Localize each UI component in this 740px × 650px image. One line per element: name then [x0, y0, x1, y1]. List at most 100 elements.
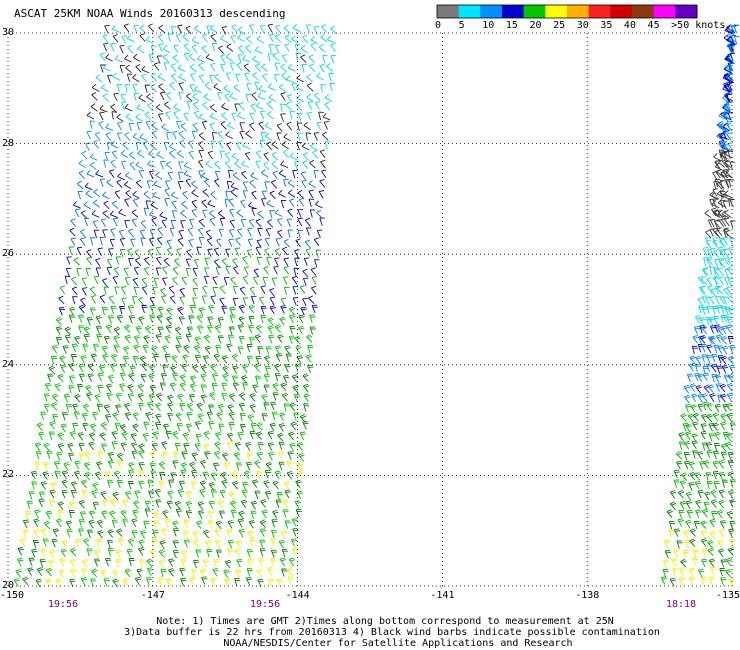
- wind-barb: [148, 393, 156, 403]
- wind-barb: [81, 277, 88, 286]
- wind-barb: [201, 295, 208, 304]
- wind-barb: [100, 490, 107, 500]
- wind-barb: [220, 471, 227, 481]
- wind-barb: [326, 35, 335, 44]
- wind-barb: [299, 285, 306, 294]
- wind-barb: [718, 267, 725, 276]
- wind-barb: [293, 267, 299, 277]
- wind-barb: [214, 73, 221, 83]
- wind-barb: [146, 93, 154, 102]
- wind-barb: [150, 45, 157, 54]
- wind-barb: [170, 365, 177, 374]
- wind-barb: [69, 558, 76, 568]
- wind-barb: [314, 200, 323, 209]
- wind-barb: [689, 355, 696, 364]
- wind-barb: [302, 34, 308, 44]
- wind-barb: [724, 112, 732, 121]
- wind-barb: [700, 285, 706, 295]
- wind-barb: [259, 519, 267, 529]
- wind-barb: [722, 248, 729, 258]
- wind-barb: [718, 111, 727, 120]
- wind-barb: [172, 540, 179, 549]
- wind-barbs: [13, 23, 740, 588]
- wind-barb: [684, 431, 692, 440]
- wind-barb: [718, 123, 727, 132]
- wind-barb: [123, 346, 130, 355]
- wind-barb: [313, 92, 321, 101]
- wind-barb: [727, 373, 734, 383]
- wind-barb: [727, 257, 733, 267]
- wind-barb: [724, 170, 733, 179]
- wind-barb: [712, 412, 720, 422]
- wind-barb: [146, 558, 153, 568]
- wind-barb: [138, 462, 145, 471]
- wind-barb: [172, 430, 179, 440]
- wind-barb: [191, 180, 199, 189]
- wind-barb: [138, 296, 145, 306]
- wind-barb: [217, 130, 224, 140]
- wind-barb: [683, 384, 691, 394]
- wind-barb: [206, 549, 213, 558]
- wind-barb: [169, 382, 177, 392]
- wind-barb: [177, 237, 184, 247]
- wind-barb: [178, 229, 184, 239]
- wind-barb: [172, 210, 178, 219]
- wind-barb: [255, 150, 262, 160]
- wind-barb: [189, 63, 197, 73]
- wind-barb: [727, 460, 734, 469]
- wind-barb: [252, 55, 260, 64]
- wind-barb: [725, 53, 733, 63]
- wind-barb: [215, 345, 222, 354]
- wind-barb: [261, 198, 267, 207]
- wind-barb: [127, 384, 134, 393]
- wind-barb: [121, 35, 127, 44]
- wind-barb: [286, 567, 294, 576]
- wind-barb: [48, 365, 55, 375]
- wind-barb: [80, 210, 88, 219]
- wind-barb: [93, 199, 100, 208]
- wind-barb: [296, 441, 304, 451]
- wind-barb: [43, 442, 50, 452]
- wind-barb: [686, 509, 693, 519]
- wind-barb: [48, 431, 55, 440]
- wind-barb: [716, 365, 723, 374]
- wind-barb: [57, 432, 65, 441]
- wind-barb: [699, 317, 706, 326]
- wind-barb: [292, 24, 301, 33]
- wind-barb: [194, 110, 200, 120]
- wind-barb: [45, 567, 53, 577]
- wind-barb: [72, 422, 79, 432]
- wind-barb: [302, 420, 309, 430]
- wind-barb: [721, 159, 728, 168]
- wind-barb: [189, 576, 196, 586]
- wind-barb: [23, 529, 30, 538]
- wind-barb: [170, 472, 177, 481]
- wind-barb: [243, 470, 251, 480]
- wind-barb: [162, 266, 168, 275]
- wind-barb: [152, 286, 158, 295]
- wind-barb: [267, 317, 274, 326]
- wind-barb: [176, 120, 182, 130]
- wind-barb: [86, 130, 92, 140]
- wind-barb: [247, 227, 253, 237]
- wind-barb: [58, 307, 65, 316]
- wind-barb: [109, 169, 115, 178]
- wind-barb: [234, 160, 242, 169]
- wind-barb: [259, 296, 265, 306]
- wind-barb: [280, 530, 287, 539]
- wind-barb: [144, 508, 151, 517]
- wind-barb: [278, 441, 285, 451]
- wind-barb: [683, 460, 691, 470]
- wind-barb: [189, 461, 196, 471]
- wind-barb: [305, 132, 312, 141]
- wind-barb: [720, 559, 727, 568]
- wind-barb: [716, 285, 723, 295]
- wind-barb: [40, 548, 48, 557]
- wind-barb: [701, 343, 708, 353]
- wind-barb: [116, 528, 123, 537]
- wind-barb: [76, 246, 83, 256]
- wind-barb: [721, 325, 728, 335]
- wind-barb: [214, 178, 220, 188]
- wind-barb: [223, 569, 230, 578]
- wind-barb: [727, 112, 733, 121]
